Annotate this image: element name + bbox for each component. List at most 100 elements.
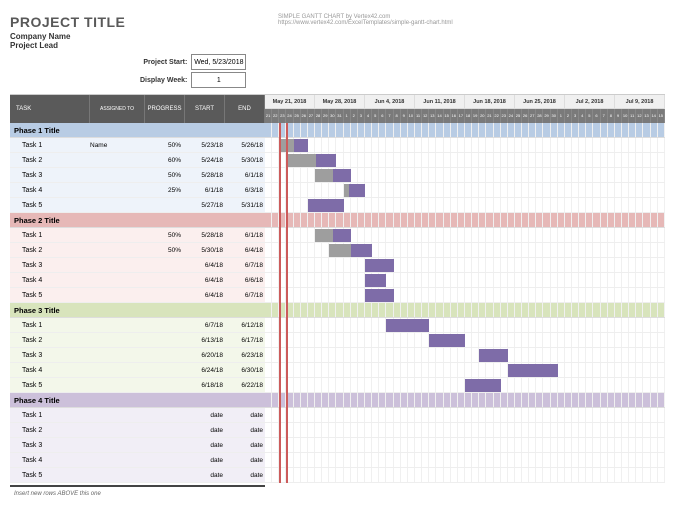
gantt-bar[interactable] (386, 319, 429, 332)
progress-cell[interactable] (145, 318, 185, 332)
assigned-cell[interactable] (90, 318, 145, 332)
assigned-cell[interactable] (90, 408, 145, 422)
day-header: 2 (351, 109, 358, 123)
end-cell[interactable]: date (225, 423, 265, 437)
gantt-bar[interactable] (365, 289, 394, 302)
end-cell[interactable]: date (225, 408, 265, 422)
progress-cell[interactable] (145, 378, 185, 392)
progress-cell[interactable] (145, 468, 185, 482)
assigned-cell[interactable] (90, 273, 145, 287)
assigned-cell[interactable] (90, 348, 145, 362)
progress-cell[interactable] (145, 273, 185, 287)
day-header: 30 (551, 109, 558, 123)
start-cell[interactable]: 5/23/18 (185, 138, 225, 152)
assigned-cell[interactable] (90, 453, 145, 467)
start-cell[interactable]: 6/7/18 (185, 318, 225, 332)
assigned-cell[interactable] (90, 423, 145, 437)
start-cell[interactable]: 6/20/18 (185, 348, 225, 362)
end-cell[interactable]: 6/6/18 (225, 273, 265, 287)
end-cell[interactable]: 5/30/18 (225, 153, 265, 167)
start-cell[interactable]: 6/4/18 (185, 273, 225, 287)
end-cell[interactable]: 6/4/18 (225, 243, 265, 257)
assigned-cell[interactable]: Name (90, 138, 145, 152)
start-cell[interactable]: date (185, 438, 225, 452)
progress-cell[interactable] (145, 198, 185, 212)
table-row: Task 56/4/186/7/18 (10, 288, 265, 303)
start-cell[interactable]: date (185, 468, 225, 482)
end-cell[interactable]: 6/1/18 (225, 228, 265, 242)
end-cell[interactable]: 6/22/18 (225, 378, 265, 392)
day-header: 3 (358, 109, 365, 123)
progress-cell[interactable] (145, 363, 185, 377)
progress-cell[interactable] (145, 408, 185, 422)
assigned-cell[interactable] (90, 228, 145, 242)
start-cell[interactable]: 5/28/18 (185, 228, 225, 242)
assigned-cell[interactable] (90, 438, 145, 452)
end-cell[interactable]: 6/1/18 (225, 168, 265, 182)
progress-cell[interactable] (145, 258, 185, 272)
start-cell[interactable]: date (185, 423, 225, 437)
progress-cell[interactable]: 50% (145, 228, 185, 242)
assigned-cell[interactable] (90, 153, 145, 167)
end-cell[interactable]: 5/31/18 (225, 198, 265, 212)
progress-cell[interactable]: 25% (145, 183, 185, 197)
day-header: 14 (651, 109, 658, 123)
assigned-cell[interactable] (90, 288, 145, 302)
assigned-cell[interactable] (90, 258, 145, 272)
progress-cell[interactable] (145, 333, 185, 347)
task-name: Task 2 (10, 423, 90, 437)
gantt-bar[interactable] (365, 274, 386, 287)
display-week-input[interactable]: 1 (191, 72, 246, 88)
project-start-input[interactable]: Wed, 5/23/2018 (191, 54, 246, 70)
assigned-cell[interactable] (90, 243, 145, 257)
progress-cell[interactable] (145, 348, 185, 362)
assigned-cell[interactable] (90, 333, 145, 347)
progress-cell[interactable]: 50% (145, 243, 185, 257)
gantt-bar[interactable] (508, 364, 558, 377)
start-cell[interactable]: 6/1/18 (185, 183, 225, 197)
day-header: 31 (336, 109, 343, 123)
end-cell[interactable]: 6/12/18 (225, 318, 265, 332)
task-name: Task 3 (10, 258, 90, 272)
end-cell[interactable]: 6/23/18 (225, 348, 265, 362)
end-cell[interactable]: 6/30/18 (225, 363, 265, 377)
start-cell[interactable]: 5/28/18 (185, 168, 225, 182)
start-cell[interactable]: 6/18/18 (185, 378, 225, 392)
start-cell[interactable]: 5/30/18 (185, 243, 225, 257)
progress-cell[interactable]: 50% (145, 138, 185, 152)
gantt-bar[interactable] (479, 349, 508, 362)
gantt-bar[interactable] (429, 334, 465, 347)
progress-cell[interactable] (145, 423, 185, 437)
assigned-cell[interactable] (90, 363, 145, 377)
start-cell[interactable]: 6/4/18 (185, 288, 225, 302)
end-cell[interactable]: date (225, 468, 265, 482)
progress-cell[interactable] (145, 453, 185, 467)
gantt-bar[interactable] (308, 199, 344, 212)
assigned-cell[interactable] (90, 183, 145, 197)
end-cell[interactable]: date (225, 438, 265, 452)
end-cell[interactable]: 6/17/18 (225, 333, 265, 347)
start-cell[interactable]: 5/24/18 (185, 153, 225, 167)
assigned-cell[interactable] (90, 198, 145, 212)
end-cell[interactable]: date (225, 453, 265, 467)
progress-cell[interactable] (145, 438, 185, 452)
start-cell[interactable]: 6/4/18 (185, 258, 225, 272)
end-cell[interactable]: 6/7/18 (225, 288, 265, 302)
start-cell[interactable]: date (185, 453, 225, 467)
progress-cell[interactable] (145, 288, 185, 302)
gantt-bar[interactable] (465, 379, 501, 392)
progress-cell[interactable]: 50% (145, 168, 185, 182)
assigned-cell[interactable] (90, 468, 145, 482)
assigned-cell[interactable] (90, 378, 145, 392)
end-cell[interactable]: 5/26/18 (225, 138, 265, 152)
start-cell[interactable]: 5/27/18 (185, 198, 225, 212)
start-cell[interactable]: date (185, 408, 225, 422)
end-cell[interactable]: 6/3/18 (225, 183, 265, 197)
end-cell[interactable]: 6/7/18 (225, 258, 265, 272)
start-cell[interactable]: 6/13/18 (185, 333, 225, 347)
progress-cell[interactable]: 60% (145, 153, 185, 167)
start-cell[interactable]: 6/24/18 (185, 363, 225, 377)
assigned-cell[interactable] (90, 168, 145, 182)
table-row: Task 36/20/186/23/18 (10, 348, 265, 363)
gantt-bar[interactable] (365, 259, 394, 272)
